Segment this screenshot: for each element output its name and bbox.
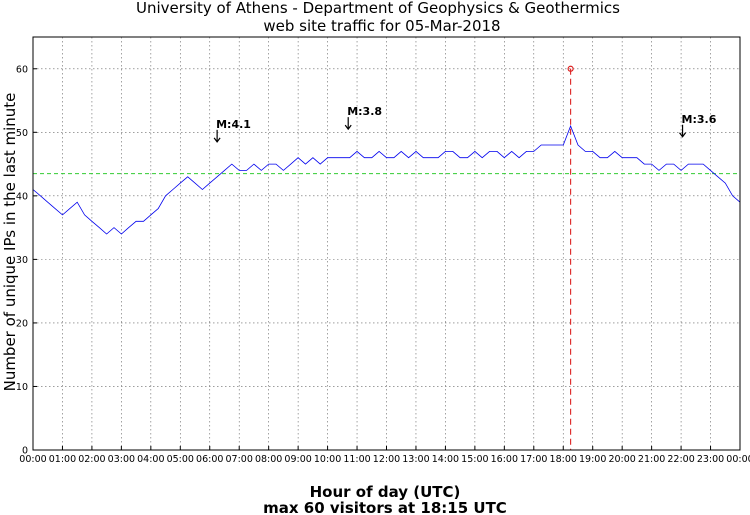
y-tick-label: 40: [16, 191, 28, 202]
annotation-label: M:4.1: [216, 118, 251, 131]
chart-subtitle: web site traffic for 05-Mar-2018: [263, 17, 500, 35]
x-tick-label: 12:00: [373, 454, 400, 465]
x-axis-ticks: 00:00 01:00 02:00 03:00 04:00 05:00 06:00 07:00…: [19, 446, 750, 465]
x-tick-label: 15:00: [461, 454, 488, 465]
x-tick-label: 14:00: [432, 454, 459, 465]
annotation-label: M:3.8: [347, 105, 382, 118]
annotation-arrowhead: [344, 124, 352, 131]
x-tick-label: 05:00: [167, 454, 194, 465]
x-tick-label: 11:00: [343, 454, 370, 465]
x-tick-label: 02:00: [78, 454, 105, 465]
x-tick-label: 18:00: [550, 454, 577, 465]
chart-title: University of Athens - Department of Geo…: [136, 0, 620, 17]
max-marker-point: [567, 65, 574, 72]
x-tick-label: 21:00: [638, 454, 665, 465]
y-tick-label: 60: [16, 64, 28, 75]
annotation-arrowhead: [679, 132, 687, 138]
x-tick-label: 07:00: [226, 454, 253, 465]
x-tick-label: 20:00: [608, 454, 635, 465]
x-tick-label: 23:00: [697, 454, 724, 465]
x-tick-label: 22:00: [667, 454, 694, 465]
x-tick-label: 09:00: [284, 454, 311, 465]
y-tick-label: 50: [16, 128, 28, 139]
annotation-label: M:3.6: [682, 113, 717, 126]
y-tick-label: 20: [16, 318, 28, 329]
footer-max-note: max 60 visitors at 18:15 UTC: [263, 499, 507, 515]
x-tick-label: 17:00: [520, 454, 547, 465]
x-tick-label: 16:00: [491, 454, 518, 465]
y-tick-label: 10: [16, 382, 28, 393]
x-axis-label: Hour of day (UTC): [310, 483, 461, 501]
x-tick-label: 10:00: [314, 454, 341, 465]
grid-lines: [33, 37, 740, 450]
annotations: M:4.1 M:3.8 M:3.6: [213, 105, 717, 143]
traffic-series-line: [32, 124, 741, 235]
y-tick-label: 0: [22, 446, 28, 457]
y-axis-label: Number of unique IPs in the last minute: [1, 93, 19, 392]
x-tick-label: 04:00: [137, 454, 164, 465]
annotation-arrowhead: [213, 137, 221, 143]
x-tick-label: 03:00: [108, 454, 135, 465]
y-axis-ticks: 0 10 20 30 40 50 60: [16, 64, 37, 457]
x-tick-label: 19:00: [579, 454, 606, 465]
x-tick-label: 00:00: [19, 454, 46, 465]
x-tick-label: 01:00: [49, 454, 76, 465]
x-tick-label: 13:00: [402, 454, 429, 465]
x-tick-label: 00:00: [726, 454, 750, 465]
y-tick-label: 30: [16, 255, 28, 266]
plot-frame: [32, 36, 741, 451]
x-tick-label: 08:00: [255, 454, 282, 465]
x-tick-label: 06:00: [196, 454, 223, 465]
